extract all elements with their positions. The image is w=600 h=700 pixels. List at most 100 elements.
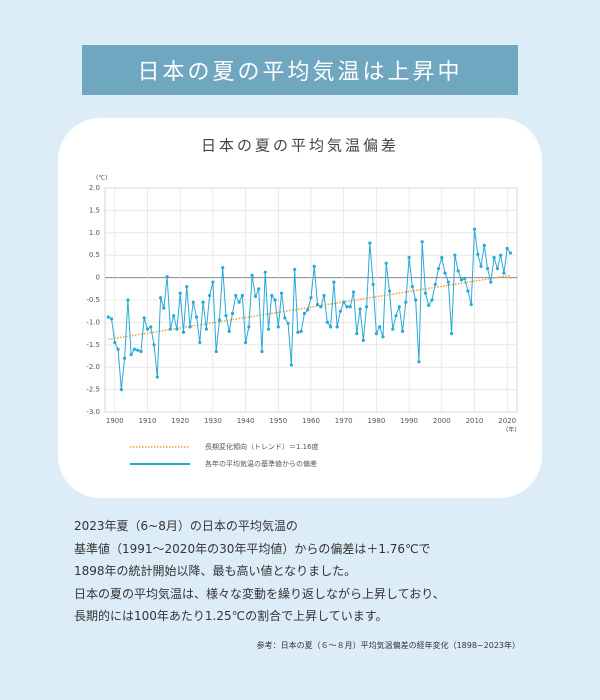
body-line: 基準値（1991～2020年の30年平均値）からの偏差は＋1.76℃で (74, 541, 431, 556)
data-point (456, 269, 460, 273)
data-point (152, 343, 156, 347)
data-point (410, 284, 414, 289)
data-point (149, 325, 153, 329)
data-point (499, 253, 503, 257)
body-line: 2023年夏（6~8月）の日本の平均気温の (74, 519, 298, 533)
data-point (158, 296, 163, 300)
body-line: 日本の夏の平均気温は、様々な変動を繰り返しながら上昇しており、 (74, 586, 445, 601)
data-point (492, 255, 496, 260)
data-point (364, 305, 369, 309)
data-point (319, 305, 323, 309)
data-point (260, 349, 264, 354)
data-point (430, 298, 434, 302)
data-point (155, 375, 159, 379)
data-point (273, 298, 277, 302)
data-point (293, 267, 297, 272)
y-tick-label: 2.0 (89, 184, 100, 192)
data-point (234, 293, 238, 298)
data-point (466, 289, 470, 293)
data-point (387, 289, 392, 293)
x-tick-label: 1950 (269, 417, 287, 425)
y-tick-label: -2.0 (86, 363, 100, 371)
data-point (279, 291, 284, 295)
data-point (423, 291, 428, 295)
data-point (116, 347, 120, 351)
data-point (132, 347, 137, 351)
data-point (502, 271, 506, 275)
data-point (427, 303, 431, 307)
data-point (211, 280, 215, 284)
data-point (165, 275, 169, 279)
data-point (332, 280, 336, 284)
data-point (371, 282, 375, 286)
data-point (505, 246, 509, 251)
data-point (472, 227, 477, 231)
data-point (109, 317, 114, 321)
y-tick-label: 1.5 (89, 206, 100, 214)
data-point (302, 311, 307, 316)
data-point (378, 325, 382, 329)
y-tick-label: 1.0 (89, 229, 100, 237)
data-point (289, 363, 293, 367)
data-point (420, 240, 424, 244)
x-tick-label: 2000 (433, 417, 451, 425)
data-point (338, 309, 343, 313)
data-point (204, 327, 208, 331)
source-note: 参考：日本の夏（６～８月）平均気温偏差の経年変化（1898~2023年） (256, 641, 520, 650)
data-point (296, 330, 300, 334)
data-point (358, 307, 362, 311)
data-point (335, 325, 339, 329)
data-point (482, 243, 486, 247)
chart-card (58, 118, 542, 498)
data-point (443, 271, 447, 275)
data-point (485, 267, 490, 271)
data-point (384, 261, 388, 265)
x-tick-label: 1970 (335, 417, 353, 425)
data-point (476, 252, 480, 256)
x-tick-label: 1900 (106, 417, 124, 425)
y-tick-label: 0.5 (89, 251, 100, 259)
data-point (325, 320, 329, 324)
data-point (214, 349, 218, 354)
data-point (129, 353, 133, 357)
y-tick-label: -2.5 (86, 386, 100, 394)
y-tick-label: 0 (96, 274, 100, 282)
data-point (450, 332, 454, 336)
data-point (217, 318, 222, 322)
data-point (309, 296, 313, 300)
y-tick-label: -1.5 (86, 341, 100, 349)
data-point (123, 356, 127, 360)
data-point (414, 298, 418, 302)
data-point (397, 305, 401, 309)
body-line: 長期的には100年あたり1.25℃の割合で上昇しています。 (74, 609, 388, 623)
data-point (178, 291, 182, 295)
data-point (257, 287, 261, 291)
x-tick-label: 1930 (204, 417, 222, 425)
data-point (361, 338, 365, 342)
data-point (175, 327, 179, 331)
data-point (440, 255, 444, 260)
data-point (368, 241, 372, 245)
data-point (208, 293, 212, 298)
data-point (436, 267, 441, 271)
data-point (172, 314, 176, 318)
data-point (283, 316, 287, 320)
data-point (194, 315, 199, 319)
data-point (479, 264, 483, 268)
data-point (286, 321, 290, 325)
data-point (237, 300, 241, 304)
data-point (374, 332, 378, 336)
data-point (230, 311, 235, 316)
data-point (198, 340, 202, 345)
data-point (221, 266, 225, 270)
data-point (381, 335, 385, 339)
legend-label: 長期変化傾向（トレンド）＝1.16度 (205, 442, 319, 451)
data-point (240, 293, 244, 298)
data-point (299, 329, 303, 333)
data-point (113, 340, 117, 345)
x-tick-label: 1960 (302, 417, 320, 425)
data-point (168, 327, 172, 331)
data-point (453, 253, 457, 257)
